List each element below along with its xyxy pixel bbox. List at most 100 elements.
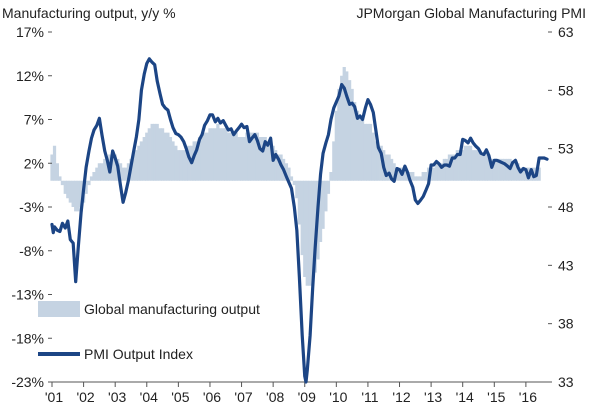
output-bar xyxy=(450,154,454,181)
output-bar xyxy=(295,180,299,199)
output-bar xyxy=(89,176,94,181)
output-bar xyxy=(92,172,96,181)
right-axis-tick-label: 43 xyxy=(558,257,574,273)
output-bar xyxy=(513,163,518,181)
output-bar xyxy=(160,128,165,181)
x-axis-tick-label: '06 xyxy=(203,389,221,405)
left-axis-tick-label: 7% xyxy=(24,112,44,128)
output-bar xyxy=(261,137,265,181)
output-bar xyxy=(182,150,186,181)
output-bar xyxy=(384,154,388,181)
output-bar xyxy=(353,102,357,181)
output-bar xyxy=(350,88,354,181)
x-axis-tick-label: '14 xyxy=(456,389,474,405)
output-bar xyxy=(253,132,257,181)
output-bar xyxy=(347,80,352,181)
output-bar xyxy=(131,154,136,181)
output-bar xyxy=(363,123,368,181)
output-bar xyxy=(289,176,294,181)
output-bar xyxy=(345,71,349,181)
output-bar xyxy=(492,158,496,181)
output-bar xyxy=(58,176,62,181)
x-axis-tick-label: '11 xyxy=(361,389,378,405)
output-bar xyxy=(245,132,249,181)
output-bar xyxy=(250,132,254,181)
output-bar xyxy=(234,132,238,181)
right-axis-tick-label: 38 xyxy=(558,316,574,332)
output-bar xyxy=(232,132,236,181)
output-bar xyxy=(216,123,220,181)
legend: Global manufacturing output PMI Output I… xyxy=(38,301,260,362)
output-bar xyxy=(50,154,54,181)
x-axis-tick-label: '04 xyxy=(140,389,158,405)
x-axis-tick-label: '12 xyxy=(392,389,410,405)
output-bar xyxy=(487,154,491,181)
left-axis-tick-label: -3% xyxy=(19,199,44,215)
output-bar xyxy=(397,167,402,181)
output-bar xyxy=(368,123,373,181)
output-bar xyxy=(284,163,289,181)
output-bar xyxy=(158,128,162,181)
output-bar xyxy=(147,128,151,181)
left-axis-tick-label: -13% xyxy=(11,287,44,303)
output-bar xyxy=(195,141,199,181)
right-axis-tick-label: 33 xyxy=(558,374,574,390)
output-bar xyxy=(337,88,341,181)
output-area-series xyxy=(50,67,541,286)
output-bar xyxy=(237,137,241,181)
output-bar xyxy=(403,167,407,181)
left-axis-tick-label: -8% xyxy=(19,243,44,259)
output-bar xyxy=(366,123,370,181)
output-bar xyxy=(498,158,502,181)
output-bar xyxy=(68,180,72,203)
output-bar xyxy=(490,158,494,181)
x-axis-tick-label: '07 xyxy=(234,389,252,405)
output-bar xyxy=(100,163,104,181)
output-bar xyxy=(421,172,425,181)
legend-label-pmi: PMI Output Index xyxy=(84,346,193,362)
output-bar xyxy=(311,180,315,282)
right-axis-tick-label: 48 xyxy=(558,199,574,215)
output-bar xyxy=(239,137,244,181)
output-bar xyxy=(145,132,149,181)
output-bar xyxy=(255,132,259,181)
output-bar xyxy=(200,137,204,181)
output-bar xyxy=(466,145,470,181)
right-axis: 63 58 53 48 43 38 33 xyxy=(548,24,574,390)
output-bar xyxy=(463,145,467,181)
right-axis-title: JPMorgan Global Manufacturing PMI xyxy=(356,5,586,21)
left-axis-tick-label: -18% xyxy=(11,330,44,346)
output-bar xyxy=(247,132,252,181)
output-bar xyxy=(371,132,375,181)
output-bar xyxy=(503,158,507,181)
legend-swatch-output xyxy=(38,301,80,317)
output-bar xyxy=(342,67,346,181)
output-bar xyxy=(123,167,128,181)
output-bar xyxy=(329,172,333,181)
output-bar xyxy=(274,150,278,181)
output-bar xyxy=(326,180,331,194)
output-bar xyxy=(537,167,541,181)
output-bar xyxy=(79,180,83,207)
output-bar xyxy=(103,158,107,181)
output-bar xyxy=(174,145,178,181)
x-axis-tick-label: '15 xyxy=(487,389,505,405)
output-bar xyxy=(55,163,59,181)
output-bar xyxy=(484,154,489,181)
output-bar xyxy=(263,137,267,181)
output-bar xyxy=(474,150,478,181)
output-bar xyxy=(390,158,394,181)
output-bar xyxy=(379,145,383,181)
output-bar xyxy=(226,132,230,181)
x-axis-tick-label: '08 xyxy=(266,389,284,405)
output-bar xyxy=(300,180,304,256)
right-axis-tick-label: 58 xyxy=(558,82,574,98)
output-bar xyxy=(197,137,202,181)
output-bar xyxy=(155,123,159,181)
output-bar xyxy=(287,167,291,181)
output-bar xyxy=(434,163,439,181)
output-bar xyxy=(134,150,138,181)
output-bar xyxy=(97,163,101,181)
output-bar xyxy=(229,132,233,181)
left-axis-tick-label: 2% xyxy=(24,155,44,171)
